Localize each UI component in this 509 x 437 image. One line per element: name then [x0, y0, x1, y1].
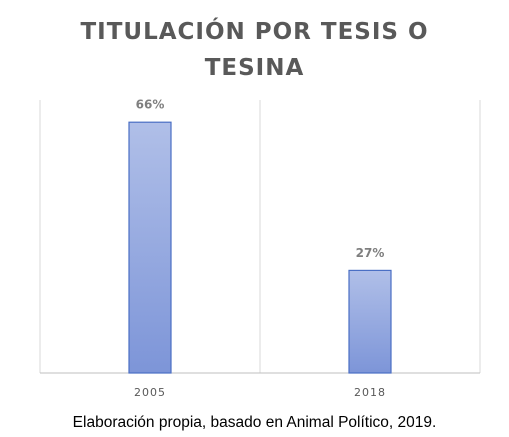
chart: 2005 66% 2018 27%: [39, 98, 481, 399]
x-tick-label: 2018: [354, 386, 386, 399]
data-label: 27%: [356, 246, 385, 260]
data-label: 66%: [136, 98, 165, 112]
bar: [348, 269, 392, 374]
chart-title: TITULACIÓN POR TESIS O TESINA: [80, 19, 429, 81]
bar: [128, 121, 172, 374]
x-tick-label: 2005: [134, 386, 166, 399]
caption: Elaboración propia, basado en Animal Pol…: [72, 414, 437, 431]
